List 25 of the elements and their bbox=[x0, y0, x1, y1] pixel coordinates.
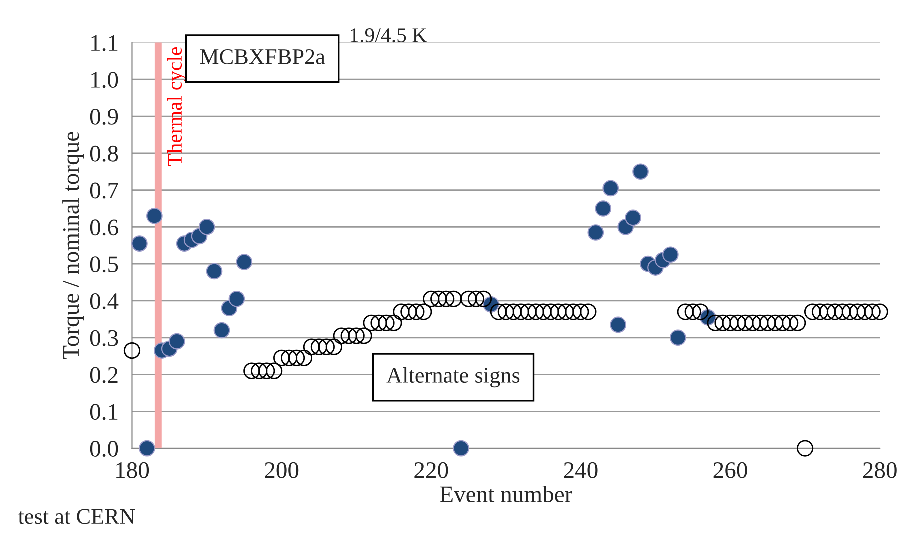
text: test at CERN bbox=[18, 509, 136, 524]
ref-line-label: Thermal cycle bbox=[167, 48, 186, 166]
y-tick-label: 0.7 bbox=[90, 182, 118, 199]
y-tick-label: 0.6 bbox=[90, 220, 118, 236]
x-tick-label: 240 bbox=[564, 462, 598, 478]
x-tick-label: 280 bbox=[863, 462, 897, 478]
x-tick-label: 220 bbox=[414, 462, 448, 478]
x-axis-title: Event number bbox=[440, 486, 573, 503]
y-tick-label: 0.4 bbox=[90, 293, 119, 310]
y-tick-label: 1.1 bbox=[92, 35, 118, 52]
x-tick-label: 200 bbox=[265, 462, 299, 478]
y-tick-label: 0.2 bbox=[90, 367, 118, 384]
annotation: MCBXFBP2a bbox=[200, 50, 326, 64]
y-tick-label: 0.8 bbox=[90, 146, 118, 162]
y-tick-label: 1.0 bbox=[92, 72, 118, 88]
y-tick-label: 0.0 bbox=[90, 441, 118, 458]
y-tick-label: 0.5 bbox=[90, 256, 118, 273]
y-tick-label: 0.3 bbox=[90, 330, 118, 346]
y-tick-label: 0.9 bbox=[90, 109, 118, 126]
text: 1.9/4.5 K bbox=[350, 28, 428, 43]
x-tick-label: 180 bbox=[116, 462, 150, 478]
y-axis-title: Torque / nominal torque bbox=[62, 132, 84, 360]
annotation: Alternate signs bbox=[386, 367, 520, 388]
y-tick-label: 0.1 bbox=[90, 404, 118, 420]
x-tick-label: 260 bbox=[714, 462, 748, 478]
